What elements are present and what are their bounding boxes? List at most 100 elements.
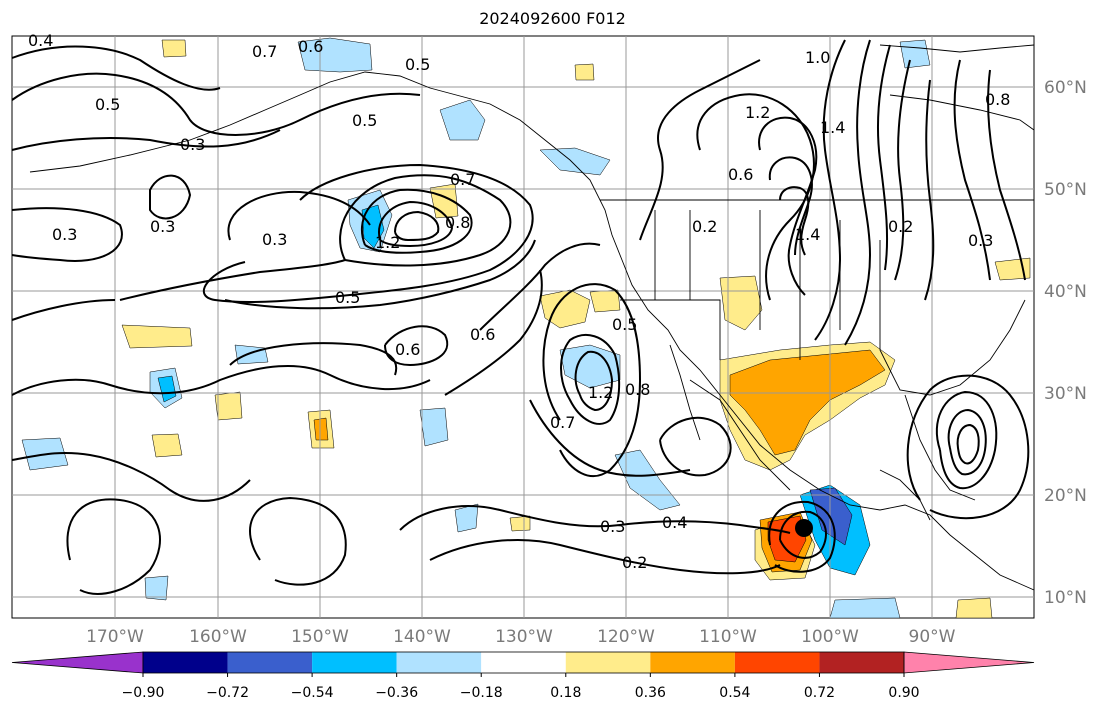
shade-yellow-8	[151, 433, 183, 458]
colorbar-segment	[565, 652, 651, 673]
colorbar-tick-label: −0.36	[375, 685, 418, 701]
map-title: 2024092600 F012	[479, 9, 626, 28]
lon-label-120: 120°W	[597, 627, 655, 647]
contour-label-28: 0.6	[728, 165, 753, 184]
contour-labels: 0.4 0.7 0.6 0.5 0.5 0.5 0.3 0.7 0.8 1.2 …	[28, 31, 1010, 572]
shade-yellow-12	[509, 515, 531, 532]
shade-blue-3	[297, 37, 373, 73]
lon-label-130: 130°W	[495, 627, 553, 647]
shade-blue-7	[234, 344, 269, 365]
contour-label-5: 0.5	[352, 111, 377, 130]
shade-yellow-3	[539, 289, 591, 329]
lat-label-10: 10°N	[1044, 588, 1087, 608]
lat-label-20: 20°N	[1044, 486, 1087, 506]
shade-yellow-10	[161, 39, 187, 58]
lat-label-50: 50°N	[1044, 180, 1087, 200]
colorbar-tick-label: −0.54	[291, 685, 334, 701]
shade-orange-1	[729, 349, 886, 456]
contour-label-22: 0.2	[622, 553, 647, 572]
contour-label-16: 1.2	[588, 383, 613, 402]
contour-label-21: 0.3	[600, 517, 625, 536]
contour-label-0: 0.4	[28, 31, 53, 50]
colorbar-tick-label: 0.36	[635, 685, 666, 701]
contours	[11, 39, 1030, 595]
colorbar-segment	[819, 652, 904, 673]
colorbar-segment	[312, 652, 397, 673]
shade-yellow-11	[574, 63, 595, 81]
contour-label-12: 0.3	[52, 225, 77, 244]
contour-label-1: 0.7	[252, 42, 277, 61]
colorbar-tick-label: −0.90	[122, 685, 165, 701]
longitude-labels: 170°W 160°W 150°W 140°W 130°W 120°W 110°…	[86, 627, 956, 647]
contour-label-6: 0.3	[180, 135, 205, 154]
colorbar-tick-labels: −0.90 −0.72 −0.54 −0.36 −0.18 0.18 0.36 0.54 0.7…	[122, 673, 920, 701]
shade-blue-8	[419, 407, 449, 447]
contour-label-27: 0.8	[985, 90, 1010, 109]
contour-label-19: 0.5	[612, 315, 637, 334]
lon-label-160: 160°W	[189, 627, 247, 647]
colorbar-extend-low	[11, 651, 144, 674]
graticule	[12, 36, 1034, 618]
contour-label-11: 0.3	[150, 217, 175, 236]
contour-label-10: 0.3	[262, 230, 287, 249]
colorbar	[11, 651, 1035, 674]
contour-label-29: 0.2	[692, 217, 717, 236]
shade-blue-14	[539, 147, 611, 176]
contour-label-2: 0.6	[298, 37, 323, 56]
colorbar-segment	[227, 652, 313, 673]
colorbar-tick-label: −0.72	[206, 685, 249, 701]
contour-label-23: 1.0	[805, 48, 830, 67]
shade-blue-15b	[809, 487, 853, 546]
colorbar-tick-label: 0.72	[804, 685, 835, 701]
contour-label-8: 0.8	[445, 213, 470, 232]
contour-label-30: 0.3	[968, 231, 993, 250]
colorbar-segment	[143, 652, 228, 673]
colorbar-tick-label: 0.18	[550, 685, 581, 701]
contour-label-17: 0.8	[625, 380, 650, 399]
contour-label-9: 1.2	[375, 233, 400, 252]
shade-blue-2	[439, 99, 486, 141]
lon-label-100: 100°W	[801, 627, 859, 647]
shade-yellow-6b	[313, 417, 329, 441]
lon-label-140: 140°W	[393, 627, 451, 647]
coastlines	[29, 44, 1035, 591]
latitude-labels: 60°N 50°N 40°N 30°N 20°N 10°N	[1044, 78, 1087, 608]
lat-label-60: 60°N	[1044, 78, 1087, 98]
colorbar-tick-label: 0.54	[719, 685, 750, 701]
contour-label-26: 1.4	[795, 225, 820, 244]
colorbar-extend-high	[903, 651, 1035, 674]
contour-label-13: 0.5	[335, 288, 360, 307]
colorbar-segment	[650, 652, 735, 673]
lon-label-150: 150°W	[291, 627, 349, 647]
contour-label-4: 0.5	[95, 95, 120, 114]
contour-label-3: 0.5	[405, 55, 430, 74]
lat-label-40: 40°N	[1044, 282, 1087, 302]
shade-yellow-14	[955, 597, 993, 619]
lon-label-90: 90°W	[909, 627, 956, 647]
storm-center-marker	[795, 519, 813, 537]
contour-label-15: 0.6	[470, 325, 495, 344]
colorbar-segment	[396, 652, 482, 673]
lon-label-110: 110°W	[699, 627, 757, 647]
shade-yellow-2	[719, 275, 763, 331]
shade-blue-10	[899, 39, 931, 69]
contour-label-31: 0.2	[888, 217, 913, 236]
contour-label-18: 0.7	[550, 413, 575, 432]
colorbar-segment	[734, 652, 820, 673]
colorbar-tick-label: 0.90	[888, 685, 919, 701]
shade-yellow-5	[121, 324, 193, 349]
colorbar-segment	[481, 652, 566, 673]
contour-label-24: 1.2	[745, 103, 770, 122]
lon-label-170: 170°W	[86, 627, 144, 647]
shade-yellow-7	[214, 391, 243, 421]
contour-label-14: 0.6	[395, 340, 420, 359]
colorbar-tick-label: −0.18	[460, 685, 503, 701]
contour-label-20: 0.4	[662, 513, 687, 532]
shade-blue-13	[144, 575, 169, 601]
shade-yellow-4	[589, 289, 621, 313]
shade-blue-11	[829, 597, 901, 619]
contour-label-7: 0.7	[450, 170, 475, 189]
colorbar-frame	[142, 651, 905, 674]
lat-label-30: 30°N	[1044, 384, 1087, 404]
